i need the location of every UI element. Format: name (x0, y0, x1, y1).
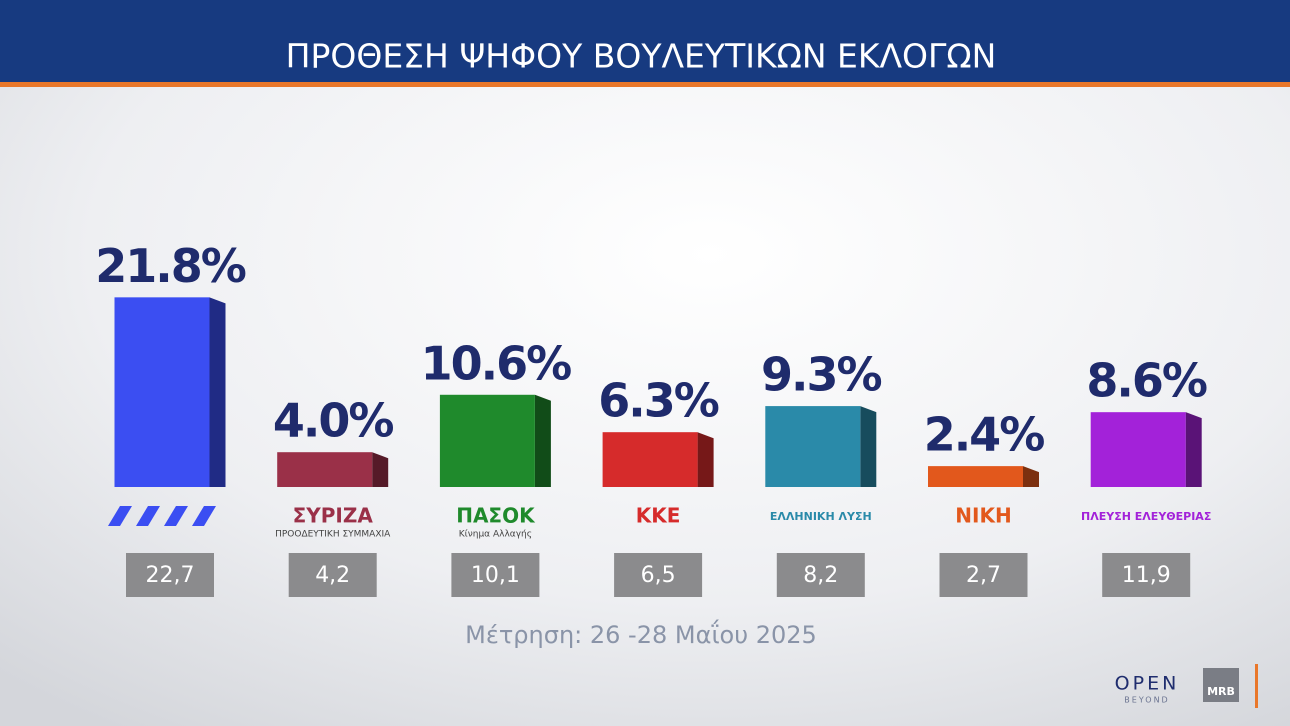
previous-result: 4,2 (315, 563, 350, 588)
bar-side (697, 432, 714, 487)
party-name: ΠΛΕΥΣΗ ΕΛΕΥΘΕΡΙΑΣ (1081, 510, 1211, 523)
pollster-logo-box (1203, 668, 1239, 702)
bar-side (209, 297, 226, 487)
bar (114, 297, 210, 487)
party-name: ΚΚΕ (636, 504, 681, 528)
bar-side (1023, 466, 1039, 487)
previous-result: 6,5 (641, 563, 676, 588)
bar (277, 452, 373, 487)
value-label: 9.3% (761, 348, 881, 402)
value-label: 8.6% (1086, 354, 1206, 408)
party-name: ΕΛΛΗΝΙΚΗ ΛΥΣΗ (770, 510, 872, 523)
header-accent (0, 82, 1290, 87)
party-logo-shape (164, 506, 188, 526)
party-name: ΣΥΡΙΖΑ (293, 504, 374, 528)
value-label: 2.4% (924, 408, 1044, 462)
previous-result: 8,2 (803, 563, 838, 588)
previous-result: 2,7 (966, 563, 1001, 588)
bar (765, 406, 861, 487)
value-label: 10.6% (421, 336, 571, 390)
party-logo-shape (108, 506, 132, 526)
footnote: Μέτρηση: 26 -28 Μαΐου 2025 (465, 618, 817, 649)
previous-result: 22,7 (146, 563, 195, 588)
party-subname: ΠΡΟΟΔΕΥΤΙΚΗ ΣΥΜΜΑΧΙΑ (275, 530, 391, 540)
party-logo-shape (192, 506, 216, 526)
value-label: 6.3% (598, 374, 718, 428)
bar (439, 394, 535, 487)
party-name: ΠΑΣΟΚ (456, 504, 536, 528)
previous-result-box (451, 553, 540, 597)
chart-title: ΠΡΟΘΕΣΗ ΨΗΦΟΥ ΒΟΥΛΕΥΤΙΚΩΝ ΕΚΛΟΓΩΝ (286, 37, 997, 76)
logo-divider (1255, 664, 1258, 708)
bar-side (860, 406, 877, 487)
bar-side (372, 452, 389, 487)
bar (928, 466, 1023, 487)
bar (1090, 412, 1186, 487)
party-subname: Κίνημα Αλλαγής (459, 530, 532, 540)
value-label: 21.8% (95, 239, 245, 293)
bar-side (1185, 412, 1202, 487)
party-name: ΝΙΚΗ (955, 504, 1011, 528)
pollster-logo: MRB (1207, 685, 1235, 698)
previous-result: 10,1 (471, 563, 520, 588)
header-bar (0, 0, 1290, 82)
previous-result-box (1102, 553, 1191, 597)
previous-result-box (939, 553, 1028, 597)
broadcaster-logo: OPEN (1115, 673, 1180, 695)
bar-side (534, 394, 551, 487)
broadcaster-tagline: BEYOND (1124, 696, 1169, 705)
previous-result-box (776, 553, 865, 597)
previous-result-box (288, 553, 377, 597)
previous-result: 11,9 (1122, 563, 1171, 588)
bar (602, 432, 698, 487)
previous-result-box (126, 553, 214, 597)
party-logo-shape (136, 506, 160, 526)
previous-result-box (614, 553, 703, 597)
value-label: 4.0% (273, 394, 393, 448)
